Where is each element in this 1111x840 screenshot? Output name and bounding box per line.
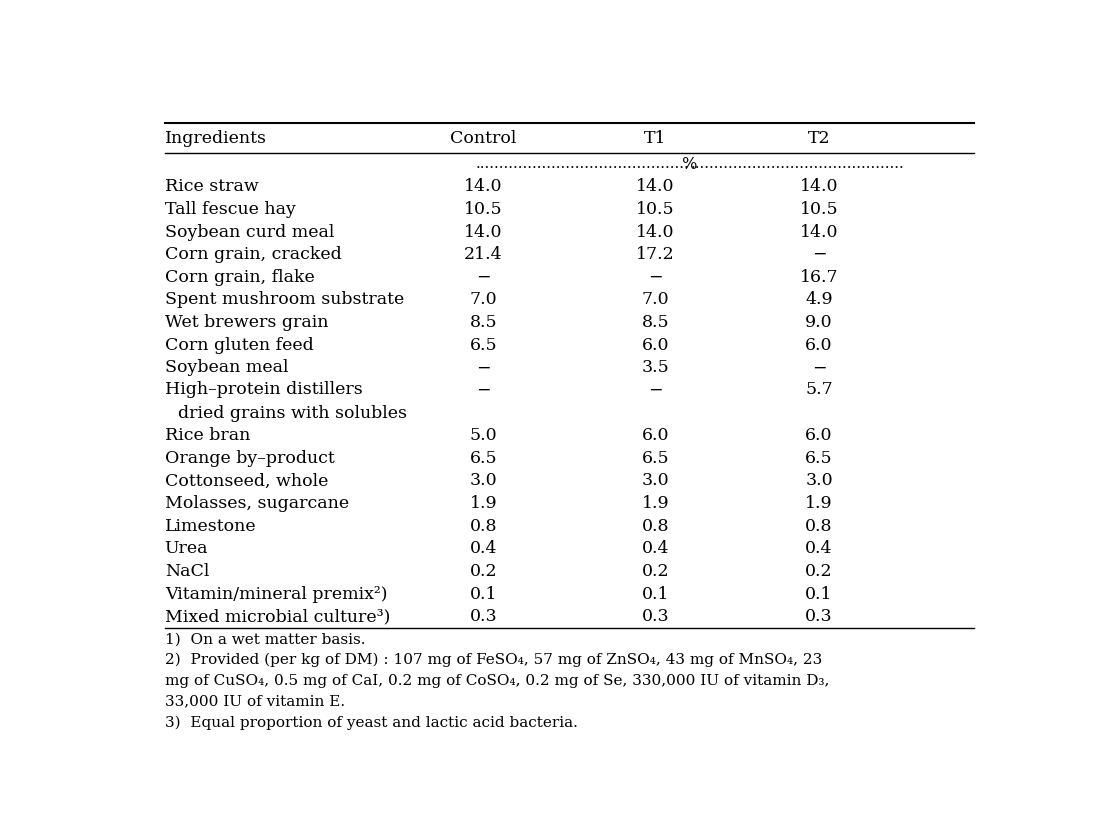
Text: Control: Control [450, 129, 517, 147]
Text: 0.8: 0.8 [805, 517, 833, 534]
Text: Mixed microbial culture³): Mixed microbial culture³) [164, 608, 390, 625]
Text: 0.4: 0.4 [470, 540, 497, 557]
Text: dried grains with solubles: dried grains with solubles [178, 405, 407, 422]
Text: %: % [678, 155, 702, 173]
Text: 1)  On a wet matter basis.: 1) On a wet matter basis. [164, 633, 366, 647]
Text: −: − [812, 360, 827, 376]
Text: 1.9: 1.9 [805, 495, 833, 512]
Text: Rice straw: Rice straw [164, 178, 259, 195]
Text: 14.0: 14.0 [637, 178, 674, 195]
Text: NaCl: NaCl [164, 563, 209, 580]
Text: Ingredients: Ingredients [164, 129, 267, 147]
Text: T1: T1 [644, 129, 667, 147]
Text: 21.4: 21.4 [464, 246, 502, 263]
Text: 10.5: 10.5 [800, 201, 839, 218]
Text: 0.2: 0.2 [805, 563, 833, 580]
Text: 6.5: 6.5 [805, 449, 833, 467]
Text: 14.0: 14.0 [800, 178, 839, 195]
Text: 10.5: 10.5 [637, 201, 674, 218]
Text: Rice bran: Rice bran [164, 428, 250, 444]
Text: 0.2: 0.2 [470, 563, 497, 580]
Text: .............................................: ........................................… [691, 157, 904, 171]
Text: 5.7: 5.7 [805, 381, 833, 398]
Text: 17.2: 17.2 [637, 246, 674, 263]
Text: 6.0: 6.0 [642, 428, 669, 444]
Text: 4.9: 4.9 [805, 291, 833, 308]
Text: Corn grain, cracked: Corn grain, cracked [164, 246, 341, 263]
Text: 3)  Equal proportion of yeast and lactic acid bacteria.: 3) Equal proportion of yeast and lactic … [164, 715, 578, 730]
Text: Corn gluten feed: Corn gluten feed [164, 337, 313, 354]
Text: Soybean meal: Soybean meal [164, 360, 288, 376]
Text: Soybean curd meal: Soybean curd meal [164, 223, 334, 240]
Text: 0.8: 0.8 [642, 517, 669, 534]
Text: 0.1: 0.1 [470, 585, 497, 602]
Text: 6.0: 6.0 [642, 337, 669, 354]
Text: 14.0: 14.0 [464, 178, 502, 195]
Text: 6.5: 6.5 [642, 449, 669, 467]
Text: 8.5: 8.5 [470, 314, 497, 331]
Text: 2)  Provided (per kg of DM) : 107 mg of FeSO₄, 57 mg of ZnSO₄, 43 mg of MnSO₄, 2: 2) Provided (per kg of DM) : 107 mg of F… [164, 653, 822, 668]
Text: 1.9: 1.9 [470, 495, 497, 512]
Text: Tall fescue hay: Tall fescue hay [164, 201, 296, 218]
Text: 3.0: 3.0 [805, 472, 833, 490]
Text: 5.0: 5.0 [470, 428, 497, 444]
Text: Vitamin/mineral premix²): Vitamin/mineral premix²) [164, 585, 388, 602]
Text: 6.5: 6.5 [470, 449, 497, 467]
Text: 6.0: 6.0 [805, 337, 833, 354]
Text: 14.0: 14.0 [637, 223, 674, 240]
Text: 7.0: 7.0 [470, 291, 497, 308]
Text: 0.8: 0.8 [470, 517, 497, 534]
Text: 6.0: 6.0 [805, 428, 833, 444]
Text: 6.5: 6.5 [470, 337, 497, 354]
Text: 0.2: 0.2 [642, 563, 669, 580]
Text: −: − [812, 246, 827, 263]
Text: 16.7: 16.7 [800, 269, 839, 286]
Text: −: − [476, 360, 491, 376]
Text: 1.9: 1.9 [642, 495, 669, 512]
Text: 0.4: 0.4 [805, 540, 833, 557]
Text: 9.0: 9.0 [805, 314, 833, 331]
Text: T2: T2 [808, 129, 830, 147]
Text: −: − [476, 381, 491, 398]
Text: Spent mushroom substrate: Spent mushroom substrate [164, 291, 404, 308]
Text: 0.3: 0.3 [805, 608, 833, 625]
Text: High–protein distillers: High–protein distillers [164, 381, 362, 398]
Text: 0.1: 0.1 [805, 585, 833, 602]
Text: 3.0: 3.0 [642, 472, 669, 490]
Text: 0.3: 0.3 [642, 608, 669, 625]
Text: −: − [648, 381, 663, 398]
Text: 0.4: 0.4 [642, 540, 669, 557]
Text: Limestone: Limestone [164, 517, 257, 534]
Text: −: − [476, 269, 491, 286]
Text: 33,000 IU of vitamin E.: 33,000 IU of vitamin E. [164, 695, 344, 709]
Text: 0.3: 0.3 [470, 608, 497, 625]
Text: 14.0: 14.0 [464, 223, 502, 240]
Text: Corn grain, flake: Corn grain, flake [164, 269, 314, 286]
Text: mg of CuSO₄, 0.5 mg of CaI, 0.2 mg of CoSO₄, 0.2 mg of Se, 330,000 IU of vitamin: mg of CuSO₄, 0.5 mg of CaI, 0.2 mg of Co… [164, 674, 829, 688]
Text: 3.5: 3.5 [642, 360, 669, 376]
Text: 10.5: 10.5 [464, 201, 502, 218]
Text: Molasses, sugarcane: Molasses, sugarcane [164, 495, 349, 512]
Text: Cottonseed, whole: Cottonseed, whole [164, 472, 328, 490]
Text: 14.0: 14.0 [800, 223, 839, 240]
Text: Wet brewers grain: Wet brewers grain [164, 314, 328, 331]
Text: 8.5: 8.5 [642, 314, 669, 331]
Text: 3.0: 3.0 [470, 472, 497, 490]
Text: −: − [648, 269, 663, 286]
Text: .............................................: ........................................… [476, 157, 689, 171]
Text: 0.1: 0.1 [642, 585, 669, 602]
Text: 7.0: 7.0 [642, 291, 669, 308]
Text: Orange by–product: Orange by–product [164, 449, 334, 467]
Text: Urea: Urea [164, 540, 208, 557]
